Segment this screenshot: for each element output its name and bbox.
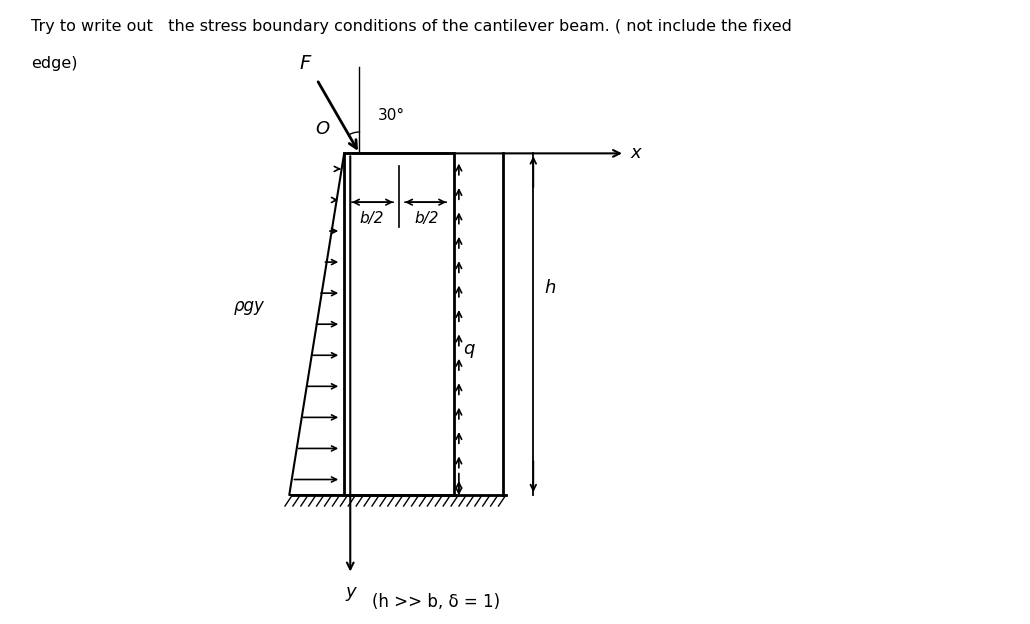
Text: edge): edge) xyxy=(31,56,77,71)
Text: q: q xyxy=(464,339,475,358)
Text: b/2: b/2 xyxy=(414,212,439,227)
Text: (h >> b, δ = 1): (h >> b, δ = 1) xyxy=(372,593,500,611)
Text: Try to write out   the stress boundary conditions of the cantilever beam. ( not : Try to write out the stress boundary con… xyxy=(31,19,792,34)
Bar xyxy=(344,154,454,495)
Text: 30°: 30° xyxy=(378,108,405,123)
Text: h: h xyxy=(544,278,555,296)
Text: b/2: b/2 xyxy=(359,212,384,227)
Text: x: x xyxy=(631,144,642,162)
Text: F: F xyxy=(300,54,311,73)
Text: ρgy: ρgy xyxy=(234,297,265,315)
Text: y: y xyxy=(345,583,355,602)
Text: O: O xyxy=(315,120,329,138)
